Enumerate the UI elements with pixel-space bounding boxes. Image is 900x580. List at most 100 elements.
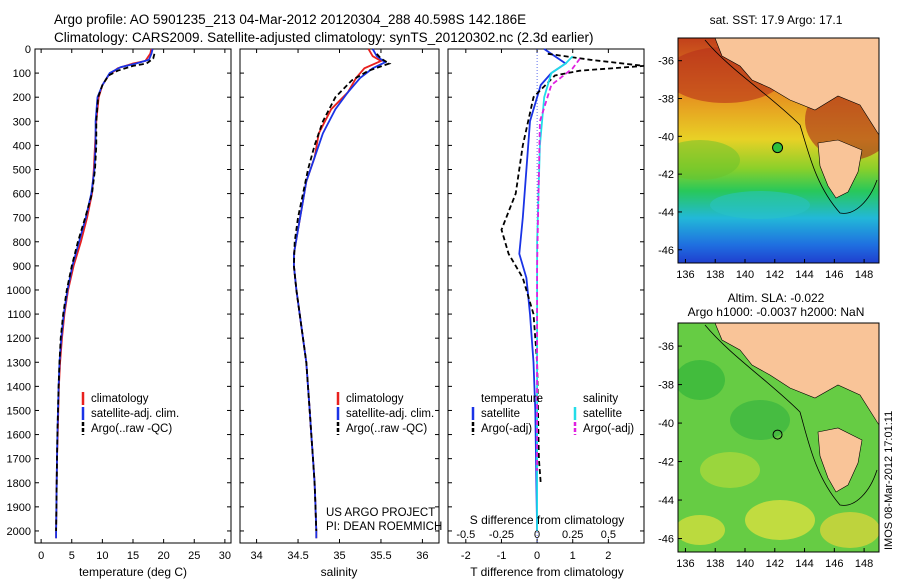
x2-tick-label: -0.25	[489, 529, 514, 541]
lat-tick-label: -38	[658, 94, 674, 106]
x-tick-label: 10	[96, 550, 108, 562]
difference-profiles	[500, 48, 645, 543]
x-tick-label: -1	[497, 550, 507, 562]
x-tick-label: 0	[534, 550, 540, 562]
lon-tick-label: 142	[766, 558, 784, 570]
difference-legend-t-argo: Argo(-adj)	[481, 423, 532, 435]
lon-tick-label: 144	[795, 269, 813, 281]
difference-depth-ticks	[448, 48, 644, 532]
profile-line-climatology	[292, 48, 383, 539]
x-tick-label: 15	[127, 550, 139, 562]
x2-tick-label: 0.5	[601, 529, 616, 541]
temperature-x-ticks: 0 5 10 15 20 25 30	[38, 49, 231, 562]
depth-tick-label: 1300	[7, 357, 31, 369]
depth-tick-label: 500	[13, 164, 31, 176]
temperature-legend-satellite: satellite-adj. clim.	[91, 408, 179, 420]
depth-axis-ticks: 0 100 200 300 400 500 600 700 800 900 1000 1100 1200…	[7, 44, 231, 538]
profile-line-argo-raw-qc-	[292, 53, 392, 532]
profile-line-climatology	[55, 48, 153, 539]
depth-tick-label: 2000	[7, 526, 31, 538]
depth-tick-label: 1200	[7, 333, 31, 345]
salinity-profiles	[292, 48, 392, 539]
x-tick-label: 34.5	[287, 550, 308, 562]
x-tick-label: 0	[38, 550, 44, 562]
depth-tick-label: 1400	[7, 381, 31, 393]
x-tick-label: 35	[333, 550, 345, 562]
lon-tick-label: 136	[676, 558, 694, 570]
lat-tick-label: -46	[658, 245, 674, 257]
sst-argo-location-marker	[772, 142, 784, 154]
difference-legend-salinity-title: salinity	[583, 393, 618, 405]
profile-line-temperature-argo-adj-	[500, 52, 645, 483]
difference-x-ticks: -2 -1 0 1 2	[461, 49, 611, 562]
sla-mainland	[714, 323, 879, 426]
salinity-legend: climatology satellite-adj. clim. Argo(..…	[336, 392, 434, 435]
lat-tick-label: -46	[658, 534, 674, 546]
lat-tick-label: -44	[658, 207, 674, 219]
difference-legend-s-argo: Argo(-adj)	[583, 423, 634, 435]
difference-panel: -2 -1 0 1 2 T difference from climatology S …	[447, 48, 645, 579]
sla-map-subtitle: Argo h1000: -0.0037 h2000: NaN	[688, 305, 865, 319]
project-label: US ARGO PROJECT	[326, 507, 435, 519]
sla-tasmania	[817, 427, 863, 493]
sst-map-frame	[677, 37, 880, 264]
salinity-depth-ticks	[240, 48, 439, 532]
depth-tick-label: 300	[13, 116, 31, 128]
temperature-panel: 0100200300400500600700800900100011001200…	[7, 44, 232, 579]
salinity-axes-frame	[239, 48, 440, 544]
lon-tick-label: 146	[825, 269, 843, 281]
sst-mainland	[714, 38, 879, 136]
difference-legend-s-satellite: satellite	[583, 408, 622, 420]
lon-tick-label: 146	[825, 558, 843, 570]
x-tick-label: 2	[605, 550, 611, 562]
lon-tick-label: 138	[706, 558, 724, 570]
imos-timestamp: IMOS 08-Mar-2012 17:01:11	[883, 411, 895, 550]
lat-tick-label: -36	[658, 56, 674, 68]
depth-tick-label: 700	[13, 213, 31, 225]
sst-map: sat. SST: 17.9 Argo: 17.1 136 138 140 142 14…	[658, 13, 880, 281]
lat-tick-label: -42	[658, 457, 674, 469]
depth-tick-label: 200	[13, 92, 31, 104]
difference-axes-frame	[447, 48, 645, 544]
depth-tick-label: 800	[13, 237, 31, 249]
profile-line-argo-raw-qc-	[55, 53, 156, 532]
x-tick-label: 5	[69, 550, 75, 562]
lon-tick-label: 144	[795, 558, 813, 570]
salinity-difference-ticks: -0.5 -0.25 0 0.25 0.5	[456, 529, 616, 541]
lon-tick-label: 142	[766, 269, 784, 281]
sla-bathymetry-contour	[704, 324, 878, 506]
lat-tick-label: -36	[658, 341, 674, 353]
lat-tick-label: -44	[658, 495, 674, 507]
sla-argo-location-marker	[772, 429, 783, 440]
difference-legend: temperature salinity satellite Argo(-adj…	[471, 393, 634, 435]
depth-tick-label: 1100	[7, 309, 31, 321]
depth-tick-label: 1900	[7, 502, 31, 514]
lon-tick-label: 138	[706, 269, 724, 281]
lat-tick-label: -42	[658, 169, 674, 181]
lon-tick-label: 140	[736, 558, 754, 570]
sst-tasmania	[817, 139, 863, 199]
depth-tick-label: 600	[13, 189, 31, 201]
lon-tick-label: 148	[855, 269, 873, 281]
x-tick-label: 35.5	[370, 550, 391, 562]
x-tick-label: -2	[461, 550, 471, 562]
sst-map-title: sat. SST: 17.9 Argo: 17.1	[710, 13, 843, 27]
lon-tick-label: 140	[736, 269, 754, 281]
pi-label: PI: DEAN ROEMMICH	[326, 521, 442, 533]
lat-tick-label: -40	[658, 131, 674, 143]
lon-tick-label: 136	[676, 269, 694, 281]
difference-x2label: S difference from climatology	[470, 513, 625, 527]
lat-tick-label: -40	[658, 418, 674, 430]
sst-map-ticks: 136 138 140 142 144 146 148 -36 -38 -40 -42 -44 -46	[658, 56, 873, 281]
x2-tick-label: 0.25	[562, 529, 583, 541]
lon-tick-label: 148	[855, 558, 873, 570]
sla-map-frame	[677, 322, 880, 553]
lat-tick-label: -38	[658, 380, 674, 392]
x-tick-label: 30	[219, 550, 231, 562]
temperature-profiles	[55, 48, 156, 539]
depth-tick-label: 400	[13, 140, 31, 152]
temperature-legend-argo: Argo(..raw -QC)	[91, 423, 172, 435]
sla-map: Altim. SLA: -0.022 Argo h1000: -0.0037 h…	[658, 291, 880, 570]
profile-line-salinity-satellite	[536, 55, 574, 531]
temperature-legend: climatology satellite-adj. clim. Argo(..…	[81, 392, 179, 435]
